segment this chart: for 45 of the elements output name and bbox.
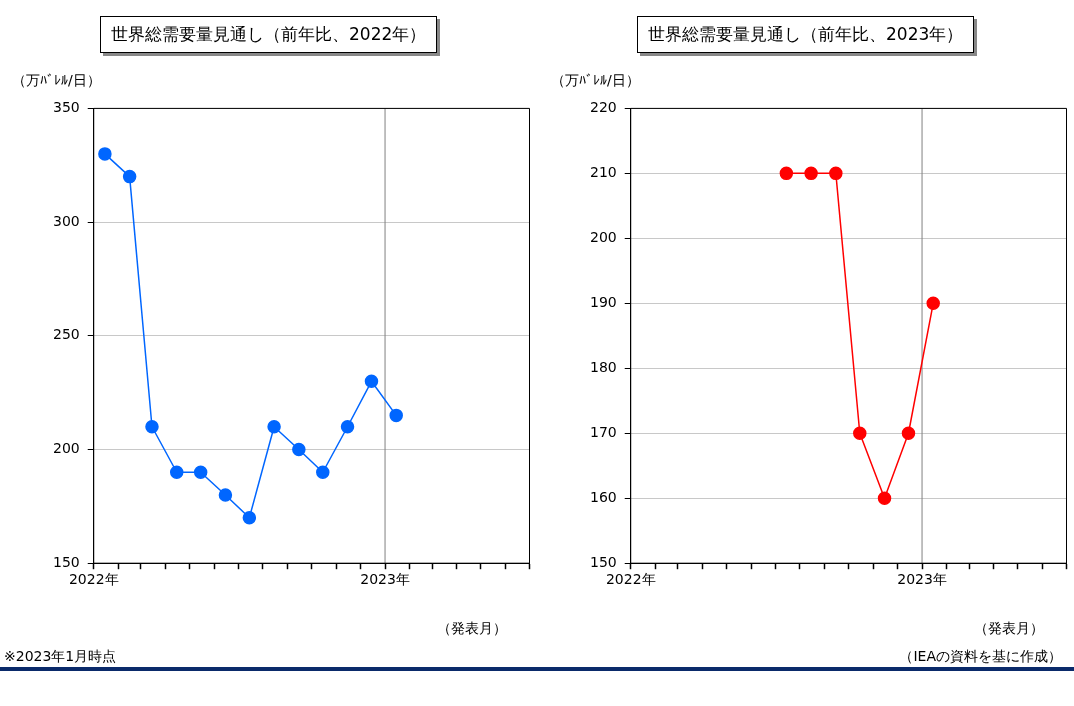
point xyxy=(169,465,184,479)
point xyxy=(267,420,281,434)
point xyxy=(145,420,159,434)
text: （IEAの資料を基に作成） xyxy=(899,648,1062,666)
point xyxy=(829,166,843,181)
x-tick-label: 2022年 xyxy=(605,571,656,588)
point xyxy=(804,166,818,181)
y-tick-label: 160 xyxy=(589,488,617,505)
point xyxy=(292,442,306,457)
text: ※2023年1月時点 xyxy=(4,648,117,666)
point xyxy=(242,510,257,525)
y-tick-label: 190 xyxy=(589,293,617,310)
y-tick-label: 210 xyxy=(589,164,617,181)
point xyxy=(364,374,379,389)
chart-title: 世界総需要量見通し（前年比、2023年） xyxy=(637,16,975,53)
point xyxy=(901,426,916,441)
y-tick-label: 200 xyxy=(589,228,617,245)
y-tick-label: 250 xyxy=(52,326,80,343)
point xyxy=(877,491,892,505)
point xyxy=(193,465,208,479)
x-axis-title: （発表月） xyxy=(974,620,1044,638)
point xyxy=(340,420,355,434)
point xyxy=(926,296,940,311)
point xyxy=(316,465,330,479)
y-tick-label: 300 xyxy=(52,212,80,229)
point xyxy=(218,488,233,502)
y-axis-title: （万ﾊﾞﾚﾙ/日） xyxy=(551,72,640,90)
point xyxy=(779,166,794,181)
y-tick-label: 350 xyxy=(52,99,80,116)
point xyxy=(98,147,112,161)
point xyxy=(853,426,867,441)
y-tick-label: 150 xyxy=(52,553,80,570)
y-tick-label: 200 xyxy=(52,440,80,457)
y-tick-label: 150 xyxy=(589,553,617,570)
x-tick-label: 2023年 xyxy=(360,571,410,588)
point xyxy=(122,169,137,184)
chart-title: 世界総需要量見通し（前年比、2022年） xyxy=(100,16,438,53)
x-tick-label: 2022年 xyxy=(68,571,119,588)
y-axis-title: （万ﾊﾞﾚﾙ/日） xyxy=(12,72,101,90)
point xyxy=(389,408,403,423)
x-axis-title: （発表月） xyxy=(437,620,507,638)
y-tick-label: 180 xyxy=(589,358,617,375)
y-tick-label: 170 xyxy=(589,423,617,440)
x-tick-label: 2023年 xyxy=(897,571,947,588)
y-tick-label: 220 xyxy=(589,99,617,116)
